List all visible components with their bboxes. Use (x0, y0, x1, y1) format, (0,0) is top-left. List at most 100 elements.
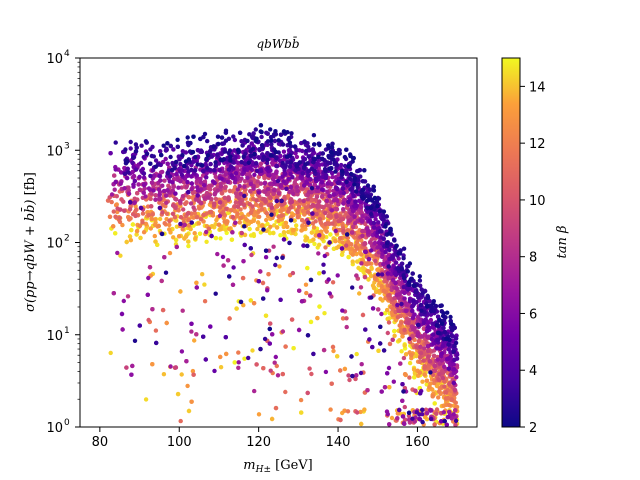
data-point (265, 187, 271, 192)
data-point (391, 277, 396, 283)
data-point (195, 193, 200, 198)
data-point (312, 182, 317, 187)
data-point (311, 237, 316, 242)
data-point (385, 271, 391, 276)
data-point (242, 242, 247, 248)
data-point (250, 348, 255, 353)
data-point (167, 250, 173, 256)
data-point (351, 224, 356, 230)
data-point (301, 198, 306, 204)
data-point (454, 375, 459, 380)
data-point (173, 196, 178, 202)
data-point (241, 303, 246, 308)
data-point (248, 210, 254, 215)
data-point (391, 379, 396, 384)
data-point (232, 360, 237, 365)
data-point (136, 182, 141, 187)
data-point (127, 234, 133, 239)
data-point (323, 369, 329, 375)
data-point (232, 148, 237, 153)
data-point (114, 202, 119, 208)
data-point (411, 367, 417, 372)
data-point (230, 214, 236, 220)
data-point (366, 229, 371, 235)
data-point (225, 258, 231, 263)
data-point (257, 214, 262, 219)
data-point (203, 161, 208, 167)
data-point (426, 354, 431, 359)
data-point (321, 205, 326, 210)
data-point (256, 190, 262, 195)
data-point (365, 226, 370, 231)
data-point (113, 167, 118, 172)
data-point (213, 222, 218, 227)
data-point (381, 261, 386, 267)
data-point (296, 327, 302, 333)
data-point (283, 220, 289, 226)
data-point (313, 176, 318, 181)
data-point (312, 241, 317, 247)
data-point (129, 227, 134, 233)
data-point (314, 203, 319, 209)
data-point (360, 233, 365, 238)
data-point (385, 307, 390, 313)
data-point (274, 363, 279, 369)
data-point (285, 224, 290, 229)
data-point (432, 422, 437, 427)
data-point (317, 216, 323, 222)
data-point (151, 188, 156, 193)
data-point (348, 242, 354, 247)
data-point (189, 186, 194, 192)
data-point (344, 316, 349, 321)
data-point (447, 409, 452, 415)
data-point (430, 394, 435, 399)
data-point (147, 265, 153, 270)
data-point (342, 408, 347, 413)
data-point (376, 250, 382, 255)
data-point (109, 199, 114, 205)
data-point (180, 149, 185, 154)
data-point (340, 216, 346, 222)
data-point (258, 161, 264, 166)
data-point (341, 190, 346, 196)
data-point (210, 179, 216, 184)
data-point (137, 223, 143, 228)
data-point (407, 375, 412, 380)
data-point (158, 178, 163, 183)
data-point (414, 344, 420, 350)
data-point (323, 221, 328, 227)
data-point (263, 313, 269, 318)
data-point (216, 161, 222, 166)
data-point (132, 200, 137, 205)
data-point (161, 188, 167, 194)
data-point (164, 320, 169, 326)
data-point (203, 357, 208, 362)
data-point (201, 212, 206, 218)
data-point (198, 201, 204, 206)
data-point (425, 348, 431, 354)
data-point (175, 391, 181, 397)
data-point (198, 216, 204, 222)
data-point (410, 308, 415, 314)
data-point (439, 351, 444, 356)
data-point (423, 317, 428, 322)
data-point (235, 204, 240, 209)
data-point (394, 286, 399, 291)
data-point (295, 210, 300, 215)
data-point (150, 307, 155, 312)
data-point (260, 280, 266, 286)
data-point (440, 375, 446, 381)
data-point (239, 230, 244, 236)
data-point (129, 372, 134, 377)
data-point (277, 264, 282, 269)
data-point (423, 414, 428, 420)
data-point (453, 400, 458, 405)
data-point (235, 174, 241, 179)
data-point (240, 275, 246, 281)
data-point (335, 354, 340, 359)
data-point (162, 255, 167, 260)
data-point (400, 382, 405, 387)
data-point (328, 214, 334, 219)
data-point (141, 182, 147, 188)
data-point (311, 225, 317, 230)
